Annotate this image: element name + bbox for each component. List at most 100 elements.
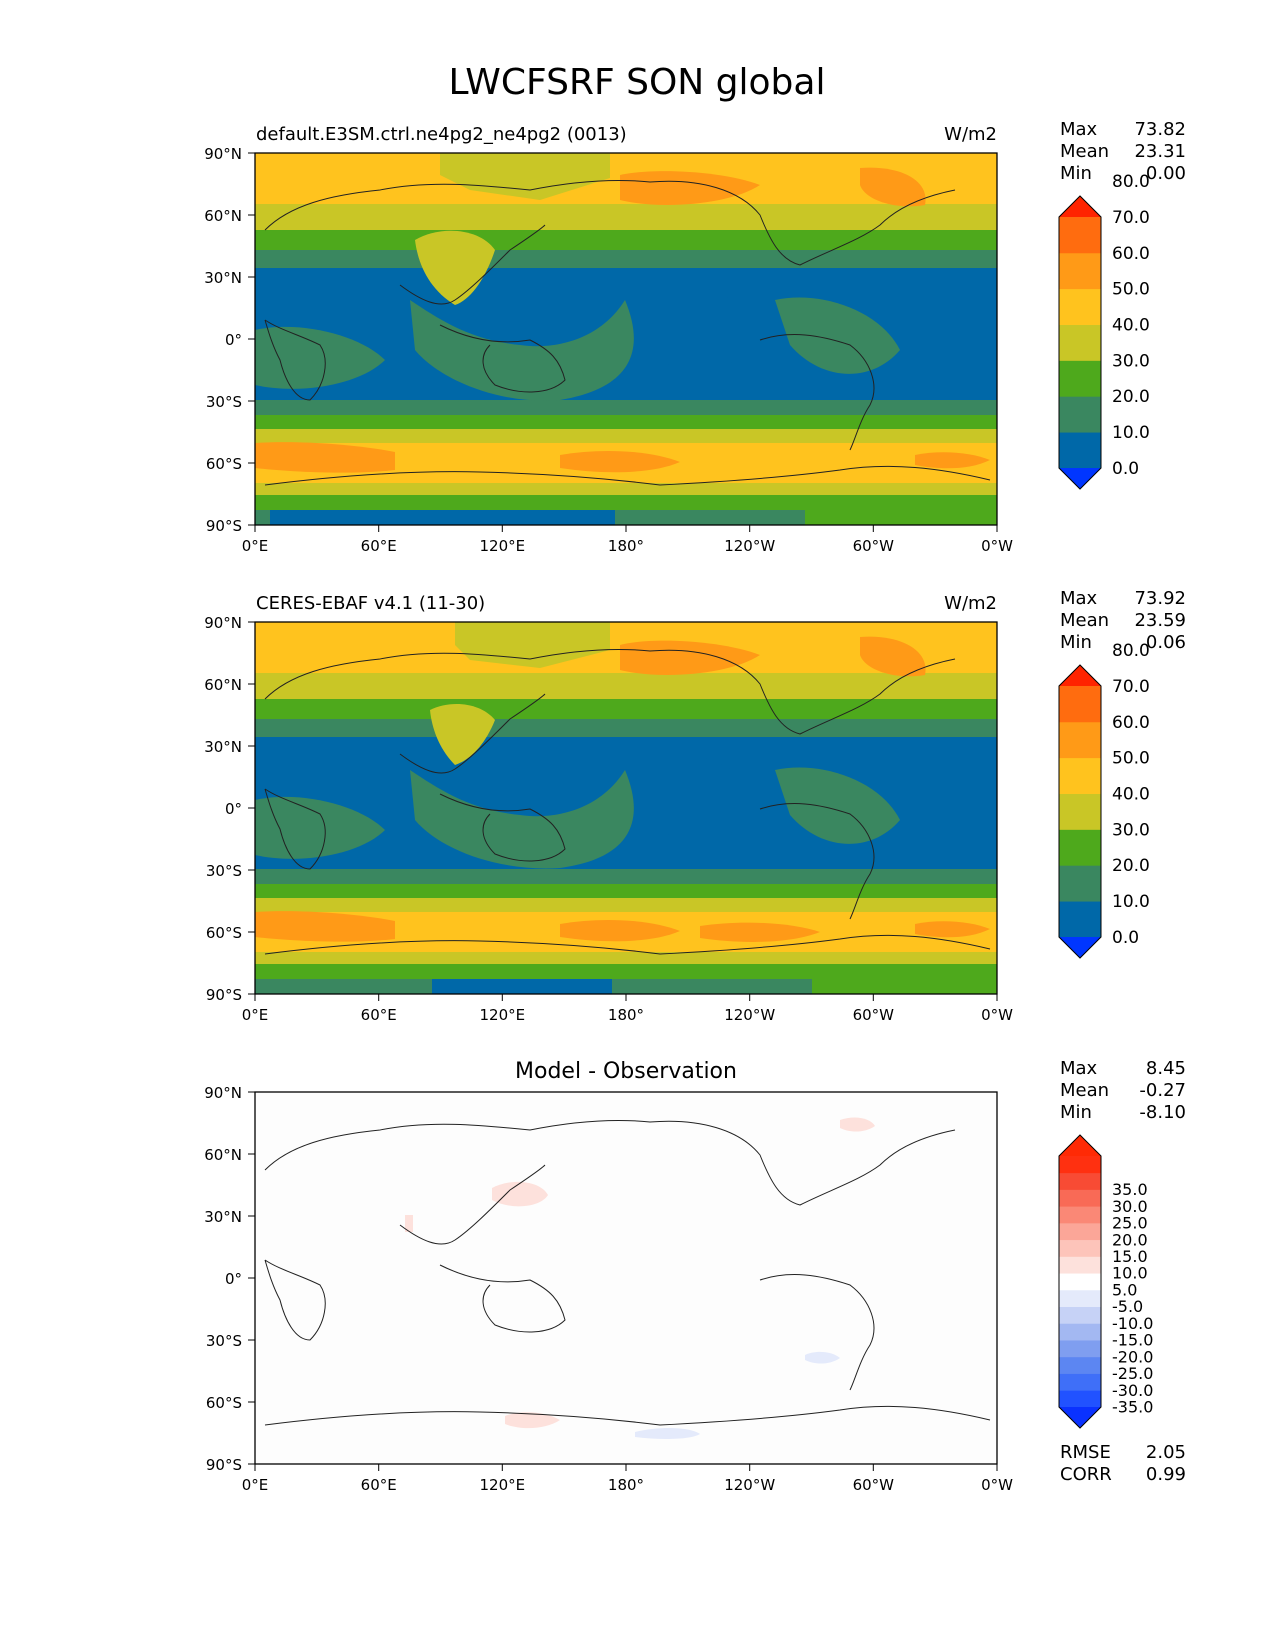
stat-label: Mean [1060, 1080, 1109, 1101]
colorbar-tick-label: 0.0 [1112, 459, 1139, 479]
stat-label: Mean [1060, 610, 1109, 631]
colorbar-outline [1058, 664, 1102, 959]
colorbar-segment [1059, 757, 1101, 794]
colorbar-tick-label: 30.0 [1112, 820, 1150, 840]
stat-label: Min [1060, 632, 1092, 653]
x-tick-label: 0°W [981, 537, 1013, 555]
colorbar-tick-label: 80.0 [1112, 172, 1150, 192]
stat-value: 0.99 [1146, 1464, 1186, 1485]
y-tick-label: 30°N [204, 269, 242, 287]
map-field-observation [255, 622, 997, 994]
x-tick-label: 120°E [479, 1476, 525, 1494]
colorbar-tick-label: 10.0 [1112, 1264, 1148, 1283]
panel-units: W/m2 [944, 124, 997, 145]
y-tick-label: 30°S [206, 862, 242, 880]
x-axis-observation: 0°E 60°E 120°E 180° 120°W 60°W 0°W [242, 994, 1013, 1024]
y-tick-label: 90°S [206, 1456, 242, 1474]
y-axis-observation: 90°N 60°N 30°N 0° 30°S 60°S 90°S [204, 614, 255, 1004]
colorbar-tick-label: 80.0 [1112, 641, 1150, 661]
x-tick-label: 60°W [853, 1006, 895, 1024]
y-tick-label: 60°N [204, 1146, 242, 1164]
colorbar-segment [1059, 1306, 1101, 1324]
stat-label: CORR [1060, 1464, 1112, 1485]
panel-units: W/m2 [944, 593, 997, 614]
colorbar-segment [1059, 1239, 1101, 1257]
x-tick-label: 180° [608, 1006, 644, 1024]
colorbar-segment [1059, 686, 1101, 723]
colorbar-over-extension [1059, 1135, 1101, 1156]
colorbar-segment [1059, 901, 1101, 938]
x-tick-label: 120°W [724, 1476, 775, 1494]
stat-value: -0.27 [1139, 1080, 1186, 1101]
colorbar-under-extension [1059, 937, 1101, 958]
colorbar-segment [1059, 1273, 1101, 1291]
colorbar-tick-label: -10.0 [1112, 1314, 1153, 1333]
colorbar-tick-label: 0.0 [1112, 928, 1139, 948]
x-tick-label: 0°W [981, 1006, 1013, 1024]
panel-title-center: Model - Observation [515, 1059, 737, 1084]
colorbar-segment [1059, 432, 1101, 469]
stat-label: Min [1060, 163, 1092, 184]
y-tick-label: 90°S [206, 986, 242, 1004]
colorbar-segment [1059, 1390, 1101, 1408]
colorbar-segment [1059, 1356, 1101, 1374]
y-tick-label: 90°N [204, 145, 242, 163]
x-tick-label: 60°E [361, 537, 397, 555]
colorbar-segment [1059, 829, 1101, 866]
colorbar-segment [1059, 865, 1101, 902]
coastlines-model [264, 179, 991, 486]
panel-title-left: CERES-EBAF v4.1 (11-30) [256, 593, 485, 614]
extra-stats-difference: RMSE 2.05 CORR 0.99 [1060, 1442, 1186, 1485]
colorbar-tick-label: -25.0 [1112, 1364, 1153, 1383]
colorbar-tick-label: -5.0 [1112, 1297, 1143, 1316]
colorbar-observation: 0.0 10.0 20.0 30.0 40.0 50.0 60.0 70.0 80.0 [1058, 641, 1150, 959]
colorbar-segment [1059, 1289, 1101, 1307]
colorbar-over-extension [1059, 196, 1101, 217]
x-tick-label: 60°W [853, 1476, 895, 1494]
coastlines-observation [264, 648, 991, 955]
colorbar-segment [1059, 1323, 1101, 1341]
y-tick-label: 90°S [206, 517, 242, 535]
colorbar-tick-label: 10.0 [1112, 423, 1150, 443]
stat-value: 73.82 [1134, 119, 1186, 140]
stat-label: Max [1060, 1058, 1098, 1079]
colorbar-tick-label: 60.0 [1112, 713, 1150, 733]
x-tick-label: 120°E [479, 1006, 525, 1024]
x-axis-difference: 0°E 60°E 120°E 180° 120°W 60°W 0°W [242, 1464, 1013, 1494]
x-tick-label: 0°E [242, 537, 269, 555]
colorbar-tick-label: -30.0 [1112, 1381, 1153, 1400]
y-tick-label: 60°N [204, 676, 242, 694]
y-tick-label: 90°N [204, 1084, 242, 1102]
colorbar-tick-label: 20.0 [1112, 1230, 1148, 1249]
colorbar-segment [1059, 217, 1101, 254]
stat-label: Max [1060, 588, 1098, 609]
colorbar-tick-label: 70.0 [1112, 677, 1150, 697]
colorbar-tick-label: -15.0 [1112, 1331, 1153, 1350]
stat-label: Min [1060, 1102, 1092, 1123]
x-axis-model: 0°E 60°E 120°E 180° 120°W 60°W 0°W [242, 525, 1013, 555]
x-tick-label: 0°W [981, 1476, 1013, 1494]
y-tick-label: 30°S [206, 393, 242, 411]
y-tick-label: 30°S [206, 1332, 242, 1350]
colorbar-tick-label: 10.0 [1112, 892, 1150, 912]
map-field-difference [255, 1092, 997, 1464]
stat-value: -8.10 [1139, 1102, 1186, 1123]
colorbar-over-extension [1059, 665, 1101, 686]
stat-label: Max [1060, 119, 1098, 140]
colorbar-under-extension [1059, 1407, 1101, 1428]
stat-value: 0.06 [1146, 632, 1186, 653]
colorbar-tick-label: 35.0 [1112, 1180, 1148, 1199]
panel-title-left: default.E3SM.ctrl.ne4pg2_ne4pg2 (0013) [256, 124, 627, 145]
colorbar-tick-label: 40.0 [1112, 785, 1150, 805]
colorbar-segment [1059, 1340, 1101, 1358]
panel-difference: 90°N 60°N 30°N 0° 30°S 60°S 90°S 0°E 60°… [204, 1058, 1186, 1494]
colorbar-under-extension [1059, 468, 1101, 489]
colorbar-tick-label: 60.0 [1112, 244, 1150, 264]
colorbar-segment [1059, 1172, 1101, 1190]
map-field-model [255, 153, 997, 525]
colorbar-tick-label: 25.0 [1112, 1214, 1148, 1233]
stat-value: 8.45 [1146, 1058, 1186, 1079]
y-tick-label: 30°N [204, 738, 242, 756]
stat-value: 73.92 [1134, 588, 1186, 609]
colorbar-tick-label: 20.0 [1112, 387, 1150, 407]
